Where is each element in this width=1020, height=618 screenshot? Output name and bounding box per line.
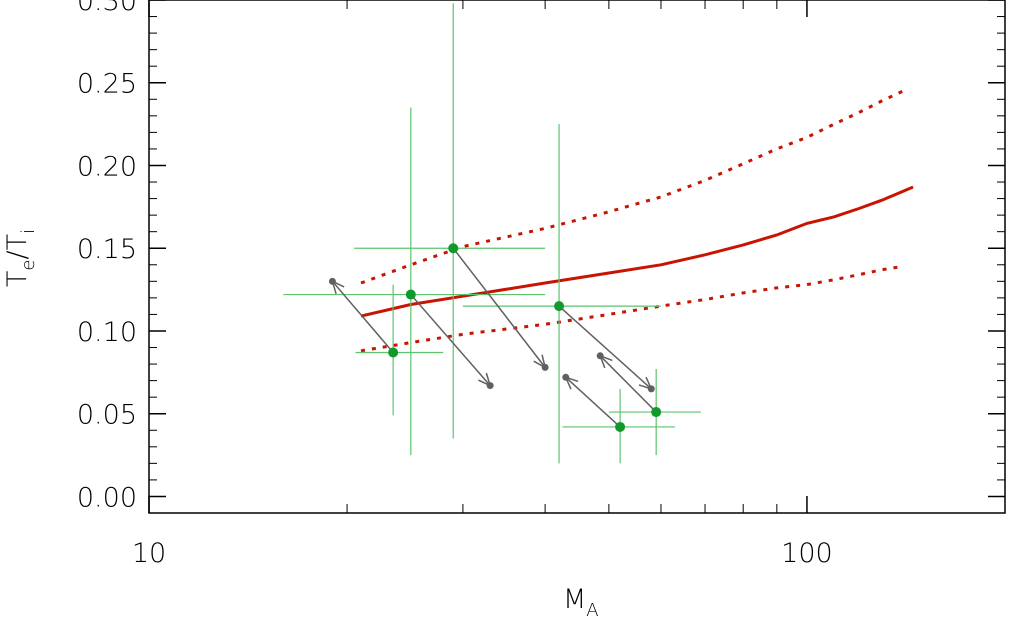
y-tick-label: 0.20 [77, 151, 137, 182]
y-tick-label: 0.10 [77, 317, 137, 348]
arrow-end-point [596, 352, 604, 360]
arrow-shaft [558, 305, 652, 390]
model-lower-bound-line [360, 264, 904, 353]
arrow-end-point [541, 363, 549, 371]
data-point [554, 301, 565, 312]
arrow-shaft [331, 280, 394, 353]
data-point [388, 347, 399, 358]
data-point [651, 407, 662, 418]
axis-ticks [148, 0, 1006, 513]
arrow-shaft [410, 294, 491, 387]
x-tick-label: 100 [781, 538, 833, 569]
arrow-end-point [328, 277, 336, 285]
arrow-end-point [562, 373, 570, 381]
plot-frame [148, 0, 1006, 514]
x-tick-label: 10 [132, 538, 166, 569]
arrow-end-point [647, 385, 655, 393]
y-tick-label: 0.25 [77, 69, 137, 100]
y-tick-label: 0.15 [77, 234, 137, 265]
axis-tick-labels: 0.00 0.05 0.10 0.15 0.20 0.25 0.30 10 100 [77, 0, 833, 569]
model-line [360, 185, 914, 318]
data-point [405, 289, 416, 300]
arrow-shaft [565, 376, 621, 428]
x-axis-title: MA [563, 584, 599, 618]
arrow-shaft [599, 355, 657, 413]
arrow-end-point [486, 382, 494, 390]
model-curves [360, 89, 914, 353]
data-point [615, 421, 626, 432]
data-point [448, 243, 459, 254]
y-axis-title: Te/Ti [2, 229, 39, 287]
y-tick-label: 0.30 [77, 0, 137, 17]
y-tick-label: 0.00 [77, 482, 137, 513]
model-upper-bound-line [360, 89, 904, 285]
y-tick-label: 0.05 [77, 400, 137, 431]
arrows [328, 247, 657, 428]
arrow-shaft [452, 247, 546, 368]
data-points [388, 243, 662, 432]
